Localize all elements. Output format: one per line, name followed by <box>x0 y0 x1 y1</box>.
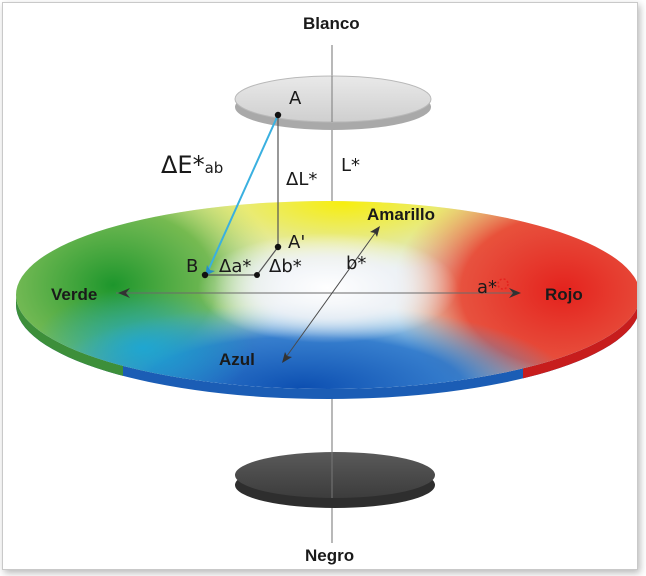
label-point-a: A <box>289 88 302 109</box>
label-delta-b: Δb* <box>269 256 302 277</box>
color-ellipse <box>16 201 637 399</box>
label-blanco: Blanco <box>303 14 360 33</box>
blanco-disc <box>234 75 432 130</box>
label-negro: Negro <box>305 546 355 565</box>
cielab-color-space-diagram <box>16 45 637 543</box>
delta-e-line <box>206 114 279 274</box>
negro-disc <box>235 452 435 508</box>
point-a-prime <box>274 243 282 251</box>
delta-b-line <box>256 246 279 276</box>
label-point-a-prime: A' <box>288 232 306 253</box>
amarillo-arrowhead-icon <box>370 226 380 237</box>
label-delta-l: ΔL* <box>286 169 318 190</box>
azul-arrowhead-icon <box>282 352 292 363</box>
verde-arrowhead-icon <box>118 288 130 298</box>
yellow-blue-axis <box>283 228 379 361</box>
label-a-star: a* <box>477 277 498 298</box>
point-intermediate <box>254 272 260 278</box>
label-amarillo: Amarillo <box>367 205 436 224</box>
point-b <box>201 271 209 279</box>
diagram-frame: Blanco Negro Verde Rojo Amarillo Azul L*… <box>2 2 638 570</box>
label-point-b: B <box>186 256 199 277</box>
label-b-star: b* <box>346 253 367 274</box>
label-azul: Azul <box>219 350 255 369</box>
point-a <box>274 111 282 119</box>
label-rojo: Rojo <box>545 285 583 304</box>
label-delta-a: Δa* <box>219 256 252 277</box>
label-verde: Verde <box>51 285 98 304</box>
label-delta-e-sub: ab <box>204 159 224 177</box>
label-delta-e-main: ΔE* <box>161 151 205 179</box>
label-delta-e: ΔE*ab <box>161 153 223 177</box>
a-star-marker <box>497 278 509 290</box>
label-l-star: L* <box>341 155 361 176</box>
rojo-arrowhead-icon <box>509 288 521 298</box>
